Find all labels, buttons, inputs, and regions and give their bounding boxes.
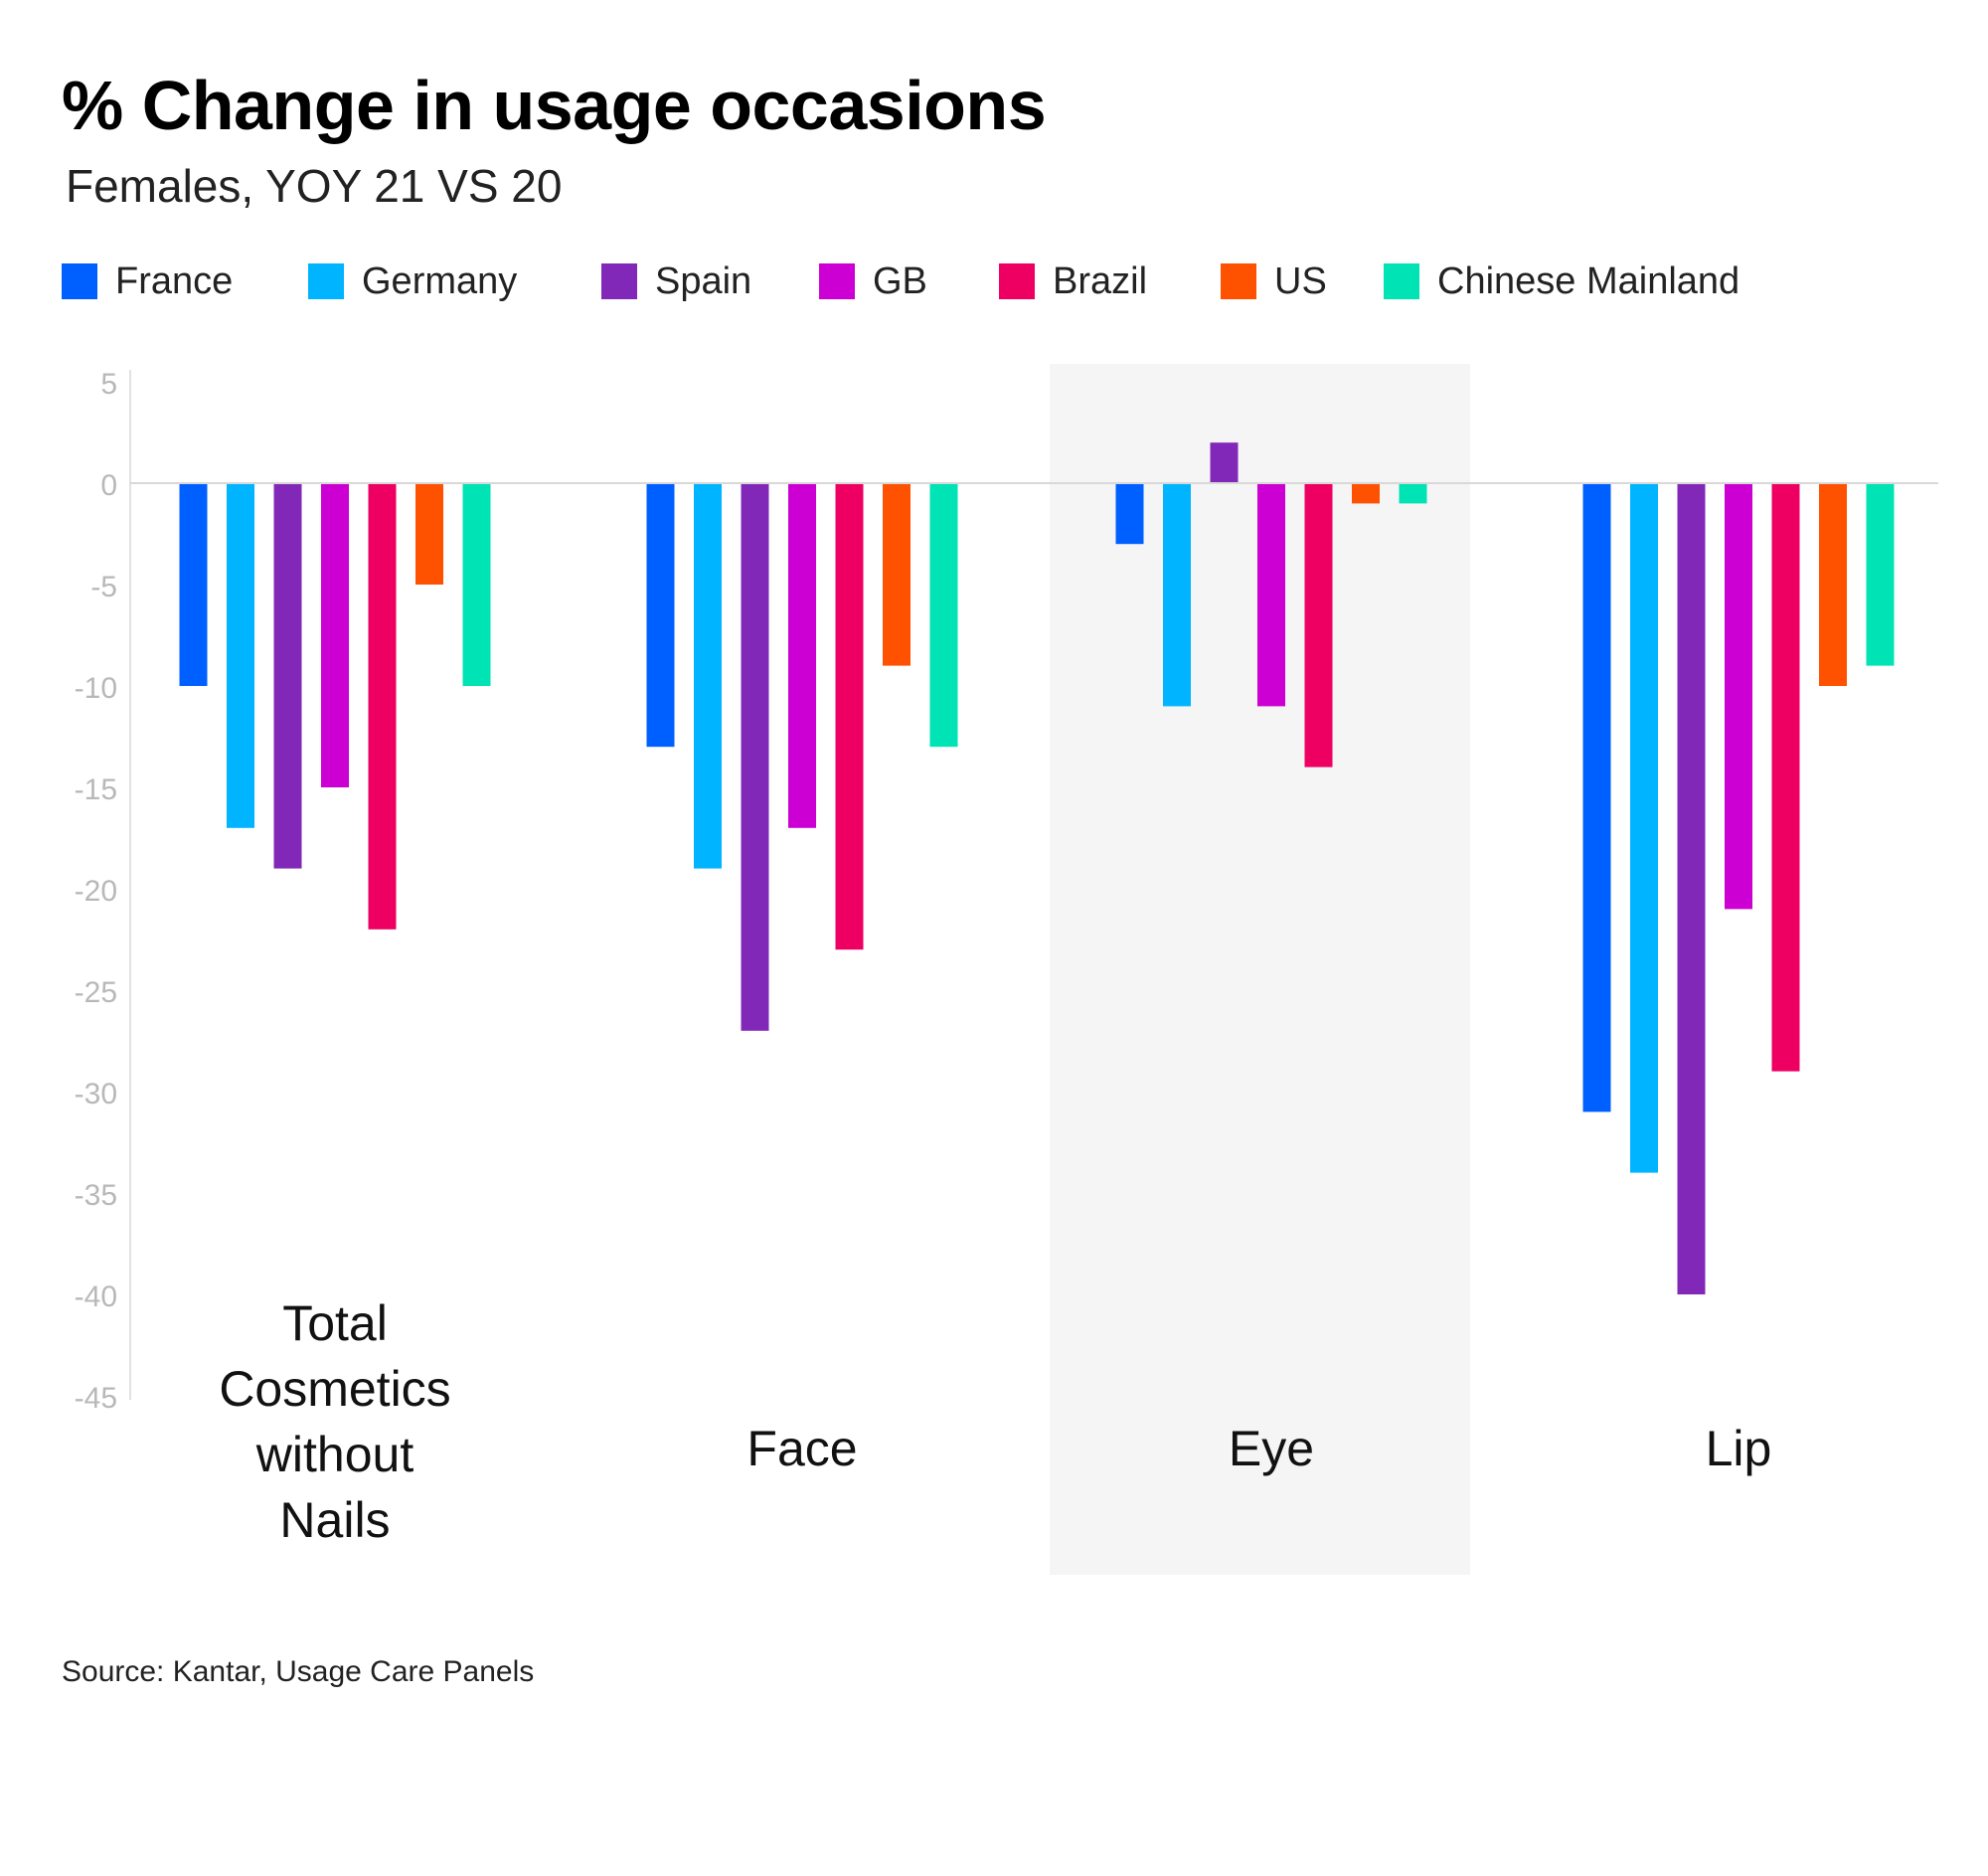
legend: France Germany Spain GB Brazil US Chines… bbox=[62, 256, 1950, 306]
legend-label-brazil: Brazil bbox=[1053, 259, 1148, 302]
bar-total-cosmetics-without-nails-us bbox=[415, 483, 443, 585]
y-tick-label: -10 bbox=[75, 672, 117, 705]
legend-label-us: US bbox=[1274, 259, 1327, 302]
legend-swatch-us bbox=[1221, 263, 1256, 299]
chart-title: % Change in usage occasions bbox=[62, 67, 1047, 144]
y-tick-label: -35 bbox=[75, 1179, 117, 1212]
legend-item-brazil: Brazil bbox=[999, 256, 1147, 306]
legend-swatch-france bbox=[62, 263, 97, 299]
bar-total-cosmetics-without-nails-france bbox=[179, 483, 208, 686]
bar-lip-germany bbox=[1630, 483, 1658, 1173]
bar-eye-us bbox=[1352, 483, 1380, 504]
y-tick-label: -5 bbox=[90, 571, 117, 603]
bar-lip-chinese-mainland bbox=[1866, 483, 1895, 666]
y-tick-label: 5 bbox=[100, 368, 117, 401]
legend-swatch-spain bbox=[601, 263, 637, 299]
legend-label-spain: Spain bbox=[655, 259, 752, 302]
bar-face-spain bbox=[741, 483, 769, 1031]
y-tick-label: -15 bbox=[75, 773, 117, 806]
legend-item-chinese-mainland: Chinese Mainland bbox=[1384, 256, 1740, 306]
category-label-eye: Eye bbox=[1229, 1421, 1314, 1476]
legend-label-germany: Germany bbox=[362, 259, 518, 302]
category-label-lip: Lip bbox=[1706, 1421, 1772, 1476]
bar-total-cosmetics-without-nails-chinese-mainland bbox=[462, 483, 491, 686]
bar-lip-gb bbox=[1725, 483, 1752, 910]
bar-face-us bbox=[883, 483, 911, 666]
bar-eye-brazil bbox=[1304, 483, 1333, 767]
bar-eye-spain bbox=[1210, 442, 1239, 483]
bar-total-cosmetics-without-nails-spain bbox=[273, 483, 302, 869]
y-tick-label: 0 bbox=[100, 469, 117, 502]
category-label-total-cosmetics-without-nails: Nails bbox=[279, 1492, 390, 1548]
bar-total-cosmetics-without-nails-brazil bbox=[368, 483, 397, 930]
y-tick-label: -40 bbox=[75, 1280, 117, 1313]
legend-item-germany: Germany bbox=[308, 256, 517, 306]
bar-eye-germany bbox=[1163, 483, 1191, 707]
bar-face-germany bbox=[694, 483, 722, 869]
bar-face-brazil bbox=[835, 483, 864, 950]
bar-face-france bbox=[646, 483, 675, 748]
bar-eye-chinese-mainland bbox=[1399, 483, 1427, 504]
bar-face-chinese-mainland bbox=[929, 483, 958, 748]
y-tick-label: -25 bbox=[75, 976, 117, 1009]
y-tick-label: -20 bbox=[75, 875, 117, 908]
legend-label-gb: GB bbox=[873, 259, 927, 302]
source-note: Source: Kantar, Usage Care Panels bbox=[62, 1655, 535, 1688]
category-label-total-cosmetics-without-nails: Cosmetics bbox=[219, 1361, 450, 1417]
y-tick-label: -45 bbox=[75, 1382, 117, 1415]
bar-lip-brazil bbox=[1771, 483, 1800, 1072]
bar-lip-us bbox=[1819, 483, 1847, 686]
bar-lip-spain bbox=[1677, 483, 1706, 1294]
category-label-total-cosmetics-without-nails: without bbox=[255, 1427, 414, 1482]
legend-label-france: France bbox=[115, 259, 234, 302]
bar-face-gb bbox=[788, 483, 816, 828]
y-tick-label: -30 bbox=[75, 1078, 117, 1110]
category-label-total-cosmetics-without-nails: Total bbox=[282, 1295, 388, 1351]
chart-subtitle: Females, YOY 21 VS 20 bbox=[66, 160, 563, 212]
legend-label-chinese-mainland: Chinese Mainland bbox=[1437, 259, 1740, 302]
legend-swatch-brazil bbox=[999, 263, 1035, 299]
legend-swatch-chinese-mainland bbox=[1384, 263, 1419, 299]
legend-item-france: France bbox=[62, 256, 233, 306]
category-label-face: Face bbox=[746, 1421, 857, 1476]
bar-eye-france bbox=[1115, 483, 1144, 545]
bar-lip-france bbox=[1582, 483, 1611, 1112]
legend-item-us: US bbox=[1221, 256, 1327, 306]
legend-item-gb: GB bbox=[819, 256, 927, 306]
bar-total-cosmetics-without-nails-gb bbox=[321, 483, 349, 787]
legend-swatch-gb bbox=[819, 263, 855, 299]
bar-total-cosmetics-without-nails-germany bbox=[227, 483, 254, 828]
bar-eye-gb bbox=[1257, 483, 1285, 707]
legend-swatch-germany bbox=[308, 263, 344, 299]
bar-chart: 5 0 -5 -10 -15 -20 -25 -30 -35 -40 -45 Total Cosmeti… bbox=[74, 368, 1938, 1548]
legend-item-spain: Spain bbox=[601, 256, 751, 306]
